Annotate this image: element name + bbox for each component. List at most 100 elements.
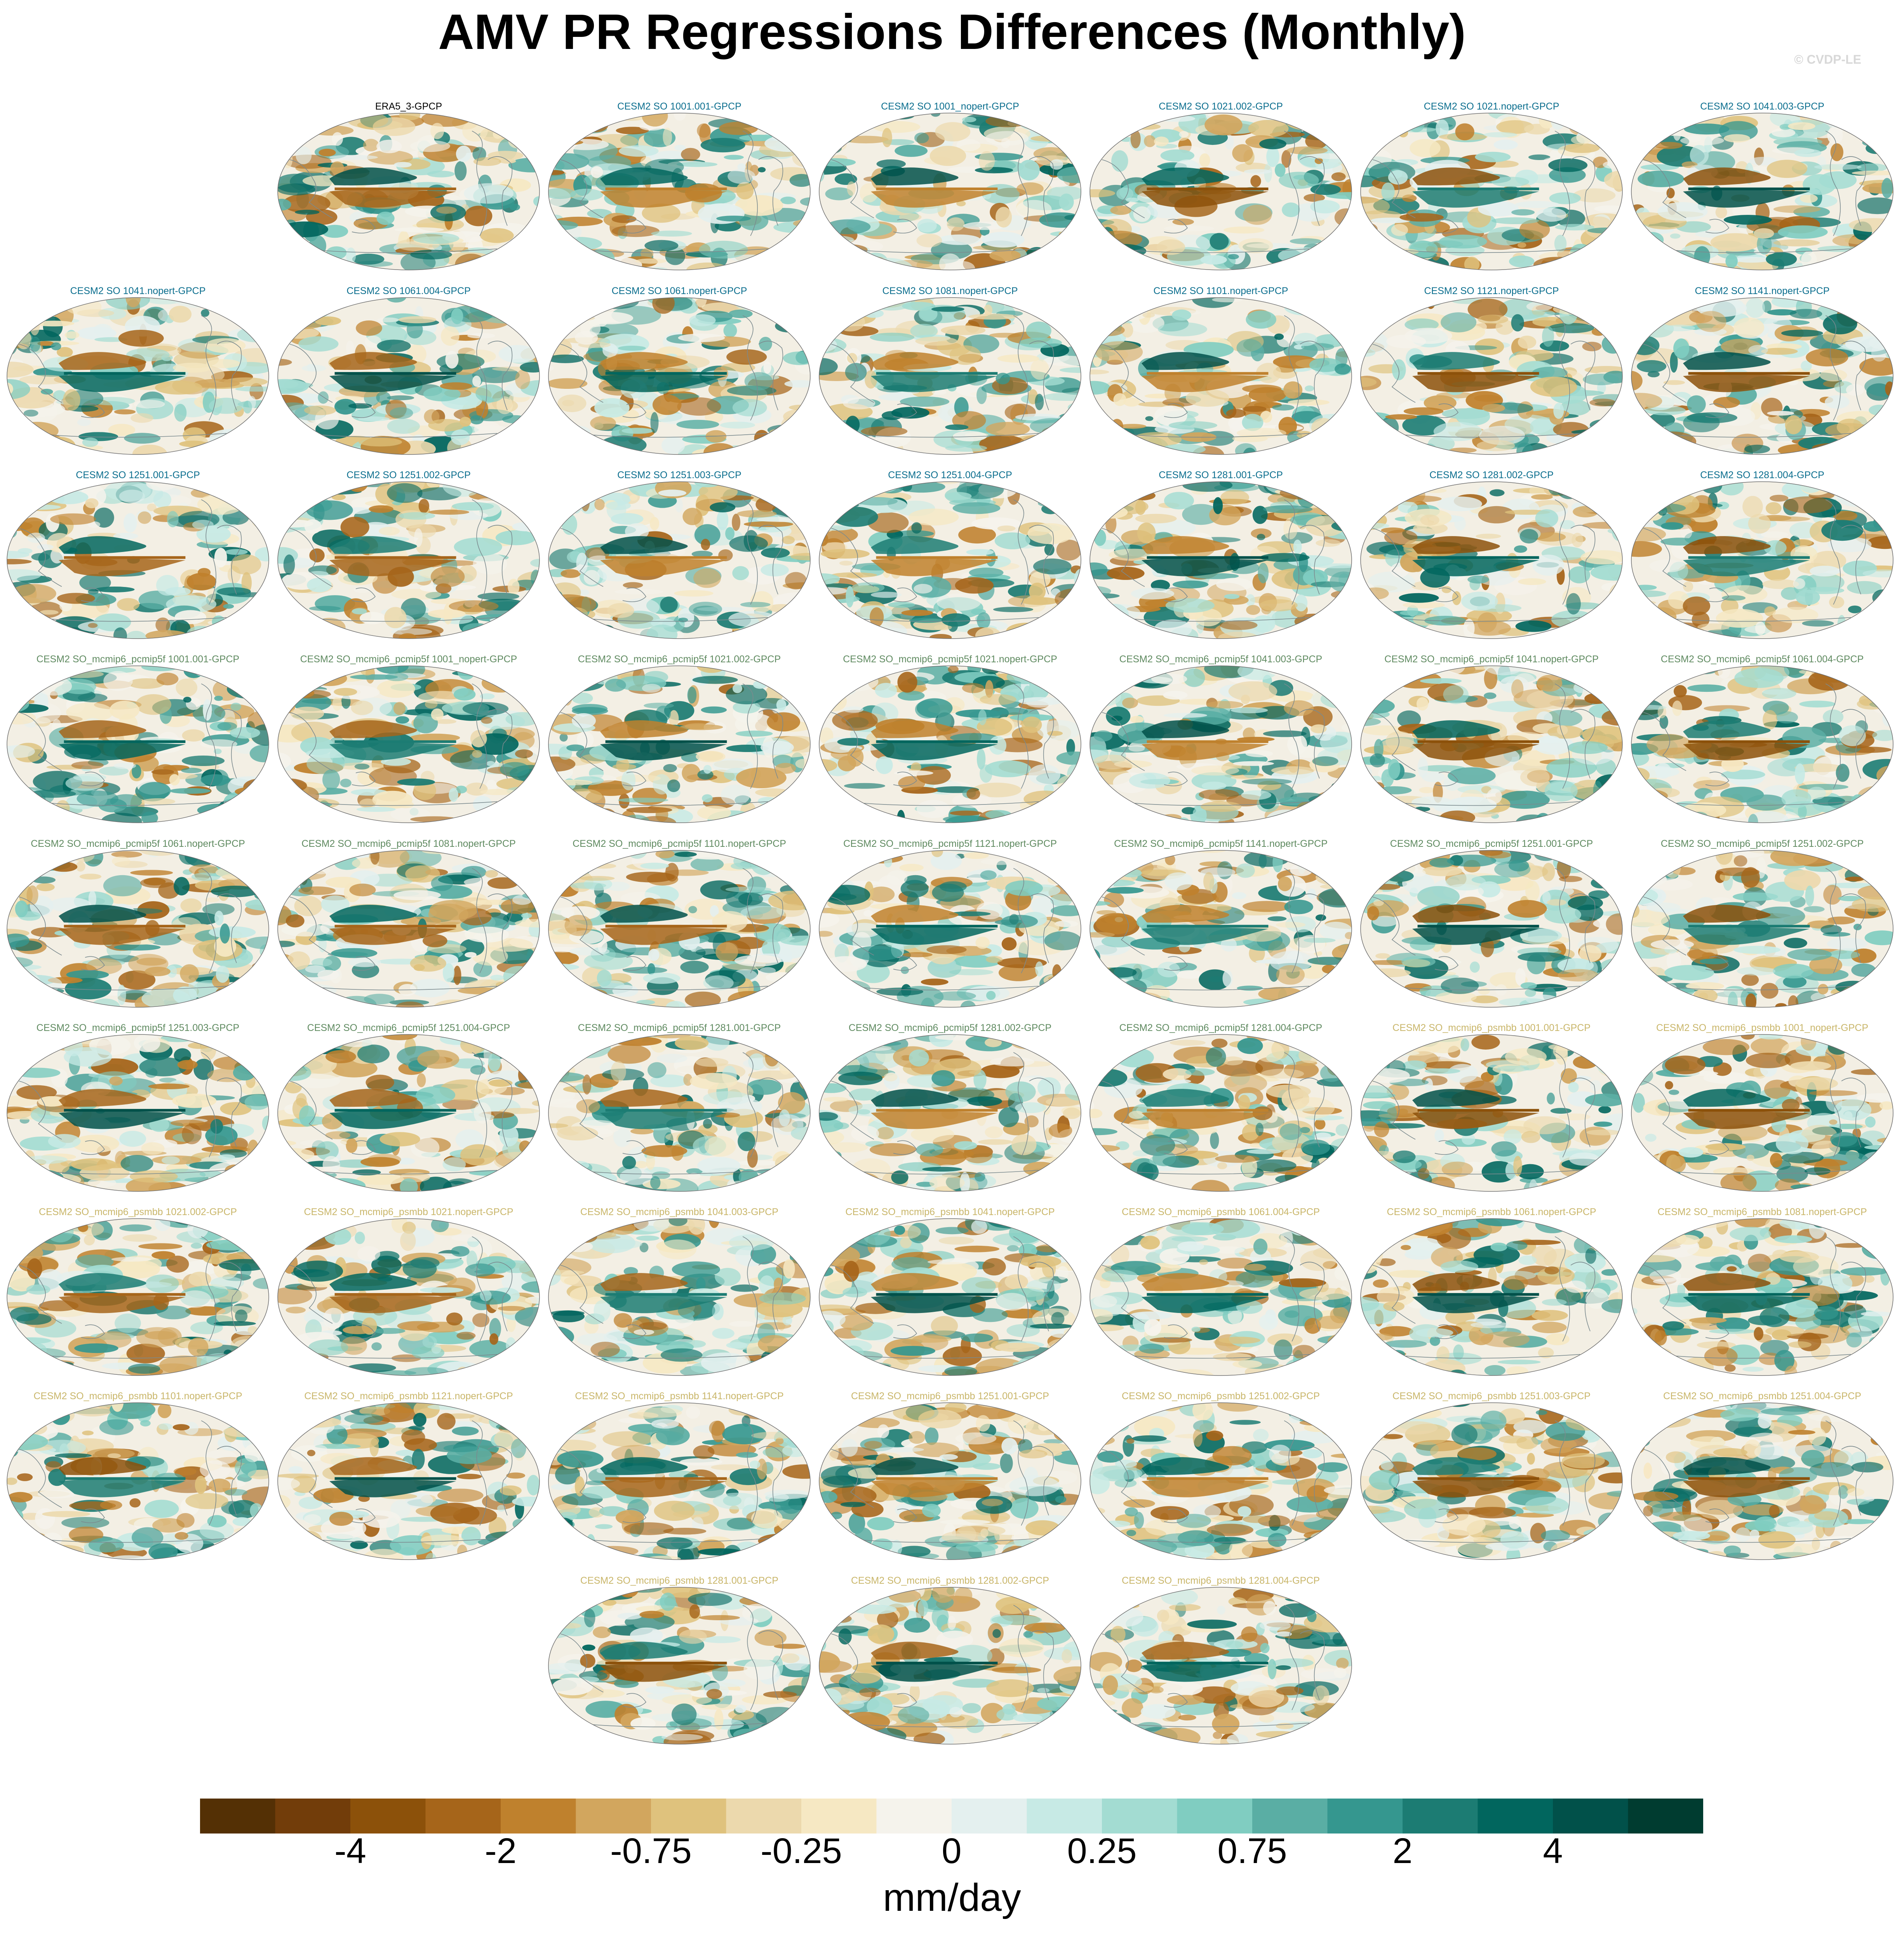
map-panel: CESM2 SO 1061.nopert-GPCP (545, 285, 813, 463)
panel-title: CESM2 SO 1281.002-GPCP (1429, 470, 1554, 481)
precip-regression-map (1631, 113, 1894, 270)
map-panel: ERA5_3-GPCP (275, 100, 543, 279)
precip-regression-map (819, 297, 1081, 455)
colorbar-tick-label: 2 (1392, 1831, 1413, 1871)
panel-title: CESM2 SO_mcmip6_psmbb 1281.001-GPCP (580, 1575, 778, 1586)
panel-title: CESM2 SO 1251.002-GPCP (346, 470, 471, 481)
map-panel: CESM2 SO_mcmip6_psmbb 1081.nopert-GPCP (1628, 1206, 1896, 1384)
precip-regression-map (277, 113, 540, 270)
colorbar-swatch (1327, 1799, 1403, 1834)
map-panel: CESM2 SO_mcmip6_psmbb 1041.003-GPCP (545, 1206, 813, 1384)
colorbar-swatch (726, 1799, 802, 1834)
map-panel: CESM2 SO_mcmip6_psmbb 1021.nopert-GPCP (275, 1206, 543, 1384)
colorbar-tick-label: 0.75 (1217, 1831, 1287, 1871)
map-panel: CESM2 SO_mcmip6_pcmip5f 1101.nopert-GPCP (545, 838, 813, 1016)
panel-title: CESM2 SO_mcmip6_psmbb 1251.003-GPCP (1392, 1391, 1591, 1402)
precip-regression-map (1089, 481, 1352, 639)
map-panel: CESM2 SO_mcmip6_psmbb 1251.002-GPCP (1087, 1390, 1355, 1569)
panel-title: CESM2 SO 1101.nopert-GPCP (1153, 286, 1288, 296)
panel-title: CESM2 SO_mcmip6_pcmip5f 1001_nopert-GPCP (300, 654, 517, 665)
panel-title: CESM2 SO_mcmip6_psmbb 1081.nopert-GPCP (1657, 1207, 1867, 1217)
precip-regression-map (277, 1218, 540, 1376)
map-panel: CESM2 SO_mcmip6_psmbb 1281.001-GPCP (545, 1574, 813, 1753)
precip-regression-map (548, 1218, 811, 1376)
map-panel: CESM2 SO_mcmip6_psmbb 1251.003-GPCP (1358, 1390, 1626, 1569)
precip-regression-map (1089, 1034, 1352, 1192)
precip-regression-map (277, 1402, 540, 1560)
precip-regression-map (819, 1402, 1081, 1560)
map-panel: CESM2 SO 1061.004-GPCP (275, 285, 543, 463)
colorbar-swatch (801, 1799, 877, 1834)
colorbar-swatch (1628, 1799, 1703, 1834)
precip-regression-map (819, 113, 1081, 270)
panel-title: CESM2 SO_mcmip6_pcmip5f 1061.nopert-GPCP (31, 838, 245, 849)
panel-title: CESM2 SO_mcmip6_psmbb 1141.nopert-GPCP (575, 1391, 784, 1402)
panel-title: CESM2 SO 1251.001-GPCP (76, 470, 200, 481)
panel-title: CESM2 SO_mcmip6_psmbb 1251.001-GPCP (851, 1391, 1049, 1402)
panel-title: CESM2 SO 1041.003-GPCP (1700, 101, 1824, 112)
map-panel: CESM2 SO 1021.002-GPCP (1087, 100, 1355, 279)
colorbar-tick-label: -4 (334, 1831, 366, 1871)
map-panel: CESM2 SO_mcmip6_pcmip5f 1141.nopert-GPCP (1087, 838, 1355, 1016)
colorbar-swatch (952, 1799, 1027, 1834)
precip-regression-map (1360, 481, 1623, 639)
panel-title: CESM2 SO_mcmip6_psmbb 1041.nopert-GPCP (845, 1207, 1055, 1217)
panel-title: CESM2 SO_mcmip6_psmbb 1061.004-GPCP (1122, 1207, 1320, 1217)
panel-title: CESM2 SO_mcmip6_pcmip5f 1021.nopert-GPCP (843, 654, 1057, 665)
map-panel: CESM2 SO_mcmip6_psmbb 1001_nopert-GPCP (1628, 1022, 1896, 1200)
map-panel: CESM2 SO 1251.004-GPCP (816, 469, 1084, 648)
panel-title: CESM2 SO 1121.nopert-GPCP (1424, 286, 1559, 296)
colorbar-tick-label: -0.25 (761, 1831, 842, 1871)
map-panel: CESM2 SO_mcmip6_pcmip5f 1041.003-GPCP (1087, 653, 1355, 832)
panel-title: CESM2 SO_mcmip6_pcmip5f 1021.002-GPCP (578, 654, 781, 665)
precip-regression-map (1631, 665, 1894, 823)
colorbar-swatch (1403, 1799, 1478, 1834)
precip-regression-map (819, 1034, 1081, 1192)
map-panel: CESM2 SO 1121.nopert-GPCP (1358, 285, 1626, 463)
panel-title: CESM2 SO_mcmip6_pcmip5f 1121.nopert-GPCP (843, 838, 1057, 849)
panel-title: CESM2 SO_mcmip6_pcmip5f 1001.001-GPCP (36, 654, 240, 665)
map-panel: CESM2 SO_mcmip6_psmbb 1041.nopert-GPCP (816, 1206, 1084, 1384)
precip-regression-map (1360, 850, 1623, 1008)
precip-regression-map (277, 1034, 540, 1192)
panel-title: CESM2 SO_mcmip6_pcmip5f 1281.004-GPCP (1119, 1022, 1323, 1033)
map-panel: CESM2 SO 1251.003-GPCP (545, 469, 813, 648)
panel-title: CESM2 SO_mcmip6_psmbb 1251.004-GPCP (1663, 1391, 1861, 1402)
panel-title: CESM2 SO_mcmip6_psmbb 1021.nopert-GPCP (304, 1207, 513, 1217)
map-panel: CESM2 SO_mcmip6_psmbb 1061.nopert-GPCP (1358, 1206, 1626, 1384)
precip-regression-map (548, 297, 811, 455)
colorbar-swatch (501, 1799, 576, 1834)
panel-title: CESM2 SO 1281.001-GPCP (1159, 470, 1283, 481)
colorbar-units: mm/day (883, 1876, 1021, 1919)
panel-title: CESM2 SO_mcmip6_psmbb 1251.002-GPCP (1122, 1391, 1320, 1402)
precip-regression-map (1631, 297, 1894, 455)
precip-regression-map (1089, 113, 1352, 270)
map-panel: CESM2 SO_mcmip6_pcmip5f 1061.nopert-GPCP (4, 838, 272, 1016)
precip-regression-map (7, 297, 269, 455)
panel-title: CESM2 SO_mcmip6_psmbb 1041.003-GPCP (580, 1207, 778, 1217)
map-panel: CESM2 SO 1251.001-GPCP (4, 469, 272, 648)
panel-title: CESM2 SO_mcmip6_pcmip5f 1251.003-GPCP (36, 1022, 240, 1033)
precip-regression-map (819, 850, 1081, 1008)
precip-regression-map (7, 481, 269, 639)
precip-regression-map (548, 481, 811, 639)
panel-title: CESM2 SO_mcmip6_pcmip5f 1251.002-GPCP (1660, 838, 1864, 849)
panel-title: CESM2 SO 1001_nopert-GPCP (881, 101, 1019, 112)
map-panel: CESM2 SO_mcmip6_psmbb 1001.001-GPCP (1358, 1022, 1626, 1200)
precip-regression-map (1089, 1218, 1352, 1376)
figure-title: AMV PR Regressions Differences (Monthly) (438, 4, 1466, 60)
map-panel: CESM2 SO_mcmip6_pcmip5f 1251.002-GPCP (1628, 838, 1896, 1016)
panel-title: CESM2 SO_mcmip6_pcmip5f 1041.003-GPCP (1119, 654, 1323, 665)
precip-regression-map (819, 481, 1081, 639)
map-panel: CESM2 SO_mcmip6_pcmip5f 1281.001-GPCP (545, 1022, 813, 1200)
map-panel: CESM2 SO 1281.001-GPCP (1087, 469, 1355, 648)
map-panel: CESM2 SO_mcmip6_psmbb 1101.nopert-GPCP (4, 1390, 272, 1569)
colorbar-tick-label: -2 (485, 1831, 517, 1871)
precip-regression-map (819, 1218, 1081, 1376)
panel-title: CESM2 SO_mcmip6_psmbb 1001_nopert-GPCP (1656, 1022, 1869, 1033)
watermark: © CVDP-LE (1794, 52, 1861, 66)
map-panel: CESM2 SO_mcmip6_psmbb 1251.004-GPCP (1628, 1390, 1896, 1569)
map-panel: CESM2 SO 1101.nopert-GPCP (1087, 285, 1355, 463)
colorbar-tick-label: -0.75 (610, 1831, 692, 1871)
panel-title: CESM2 SO 1061.004-GPCP (346, 286, 471, 296)
